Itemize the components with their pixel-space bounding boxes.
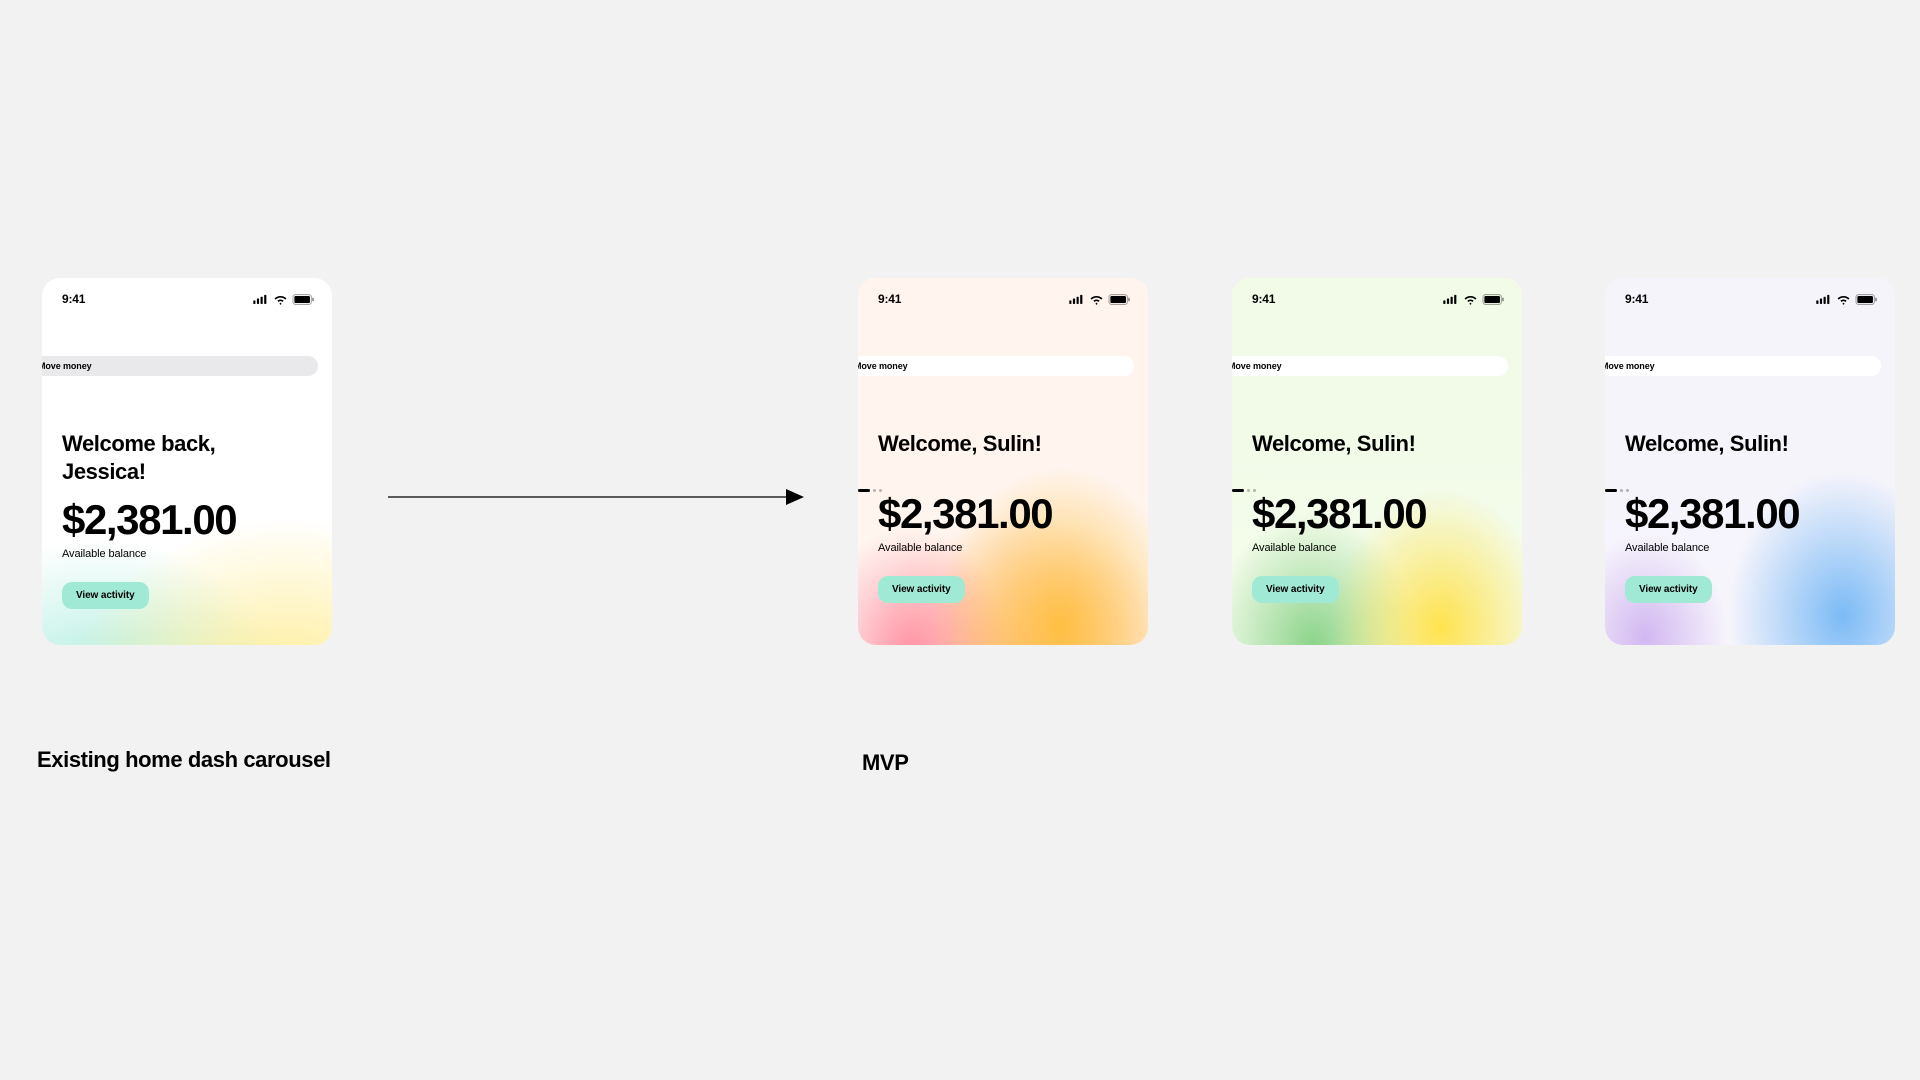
balance-amount: $2,381.00 bbox=[62, 496, 332, 544]
balance-amount: $2,381.00 bbox=[1252, 490, 1522, 538]
cellular-signal-icon bbox=[1443, 294, 1459, 304]
wifi-icon bbox=[1463, 294, 1478, 305]
balance-label: Available balance bbox=[1252, 542, 1522, 554]
carousel-dot[interactable] bbox=[1232, 489, 1244, 492]
balance-amount: $2,381.00 bbox=[878, 490, 1148, 538]
wifi-icon bbox=[1089, 294, 1104, 305]
battery-icon bbox=[1855, 294, 1879, 305]
carousel-dots[interactable] bbox=[1232, 489, 1522, 492]
dashboard-content: Welcome, Sulin! $2,381.00 Available bala… bbox=[1625, 430, 1895, 603]
cellular-signal-icon bbox=[1816, 294, 1832, 304]
status-time: 9:41 bbox=[1625, 292, 1648, 306]
caption-mvp: MVP bbox=[862, 750, 908, 776]
carousel-dot[interactable] bbox=[858, 489, 870, 492]
battery-icon bbox=[1482, 294, 1506, 305]
welcome-heading: Welcome, Sulin! bbox=[1252, 430, 1522, 458]
status-bar: 9:41 bbox=[1605, 278, 1895, 308]
status-icons bbox=[1069, 294, 1132, 305]
view-activity-button[interactable]: View activity bbox=[62, 582, 149, 609]
dashboard-content: Welcome, Sulin! $2,381.00 Available bala… bbox=[878, 430, 1148, 603]
battery-icon bbox=[292, 294, 316, 305]
phone-mock-mvp-1: 9:41 Move money Welcome, Sulin! $2,381.0… bbox=[858, 278, 1148, 645]
caption-existing: Existing home dash carousel bbox=[37, 747, 331, 773]
status-icons bbox=[1443, 294, 1506, 305]
dashboard-content: Welcome back, Jessica! $2,381.00 Availab… bbox=[62, 430, 332, 609]
carousel-dot[interactable] bbox=[1247, 489, 1250, 492]
status-icons bbox=[1816, 294, 1879, 305]
carousel-dot[interactable] bbox=[1605, 489, 1617, 492]
balance-label: Available balance bbox=[62, 548, 332, 560]
status-icons bbox=[253, 294, 316, 305]
view-activity-button[interactable]: View activity bbox=[878, 576, 965, 603]
move-money-button[interactable]: Move money bbox=[1232, 356, 1508, 376]
transition-arrow-icon bbox=[388, 485, 808, 509]
move-money-button[interactable]: Move money bbox=[1605, 356, 1881, 376]
view-activity-button[interactable]: View activity bbox=[1252, 576, 1339, 603]
phone-mock-mvp-3: 9:41 Move money Welcome, Sulin! $2,381.0… bbox=[1605, 278, 1895, 645]
status-time: 9:41 bbox=[1252, 292, 1275, 306]
balance-amount: $2,381.00 bbox=[1625, 490, 1895, 538]
move-money-button[interactable]: Move money bbox=[42, 356, 318, 376]
view-activity-button[interactable]: View activity bbox=[1625, 576, 1712, 603]
carousel-dot[interactable] bbox=[879, 489, 882, 492]
carousel-dot[interactable] bbox=[1253, 489, 1256, 492]
status-time: 9:41 bbox=[62, 292, 85, 306]
carousel-dots[interactable] bbox=[1605, 489, 1895, 492]
carousel-dot[interactable] bbox=[873, 489, 876, 492]
status-bar: 9:41 bbox=[858, 278, 1148, 308]
welcome-heading: Welcome, Sulin! bbox=[878, 430, 1148, 458]
wifi-icon bbox=[273, 294, 288, 305]
carousel-dot[interactable] bbox=[1620, 489, 1623, 492]
carousel-dot[interactable] bbox=[1626, 489, 1629, 492]
status-time: 9:41 bbox=[878, 292, 901, 306]
phone-mock-existing: 9:41 Move money Welcome back, Jessica! $… bbox=[42, 278, 332, 645]
carousel-dots[interactable] bbox=[858, 489, 1148, 492]
cellular-signal-icon bbox=[253, 294, 269, 304]
phone-mock-mvp-2: 9:41 Move money Welcome, Sulin! $2,381.0… bbox=[1232, 278, 1522, 645]
battery-icon bbox=[1108, 294, 1132, 305]
wifi-icon bbox=[1836, 294, 1851, 305]
welcome-heading: Welcome, Sulin! bbox=[1625, 430, 1895, 458]
cellular-signal-icon bbox=[1069, 294, 1085, 304]
status-bar: 9:41 bbox=[42, 278, 332, 308]
dashboard-content: Welcome, Sulin! $2,381.00 Available bala… bbox=[1252, 430, 1522, 603]
status-bar: 9:41 bbox=[1232, 278, 1522, 308]
move-money-button[interactable]: Move money bbox=[858, 356, 1134, 376]
balance-label: Available balance bbox=[1625, 542, 1895, 554]
balance-label: Available balance bbox=[878, 542, 1148, 554]
welcome-heading: Welcome back, Jessica! bbox=[62, 430, 332, 486]
